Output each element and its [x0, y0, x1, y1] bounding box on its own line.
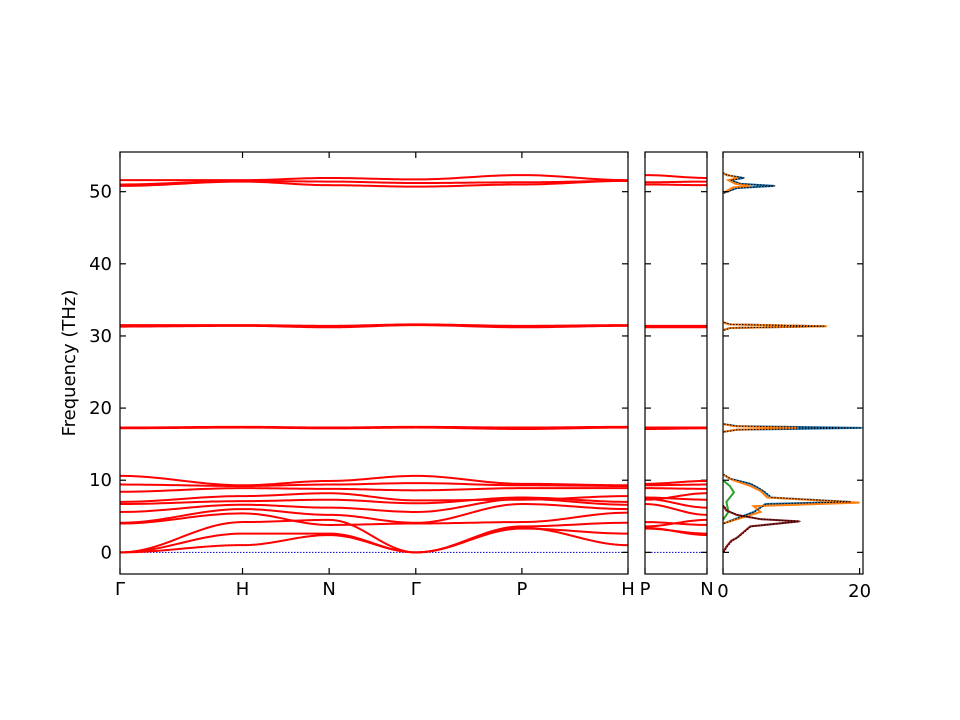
phonon-band: [119, 487, 628, 493]
phonon-band: [119, 496, 629, 506]
phonon-band: [644, 180, 707, 184]
x-tick-label: P: [516, 579, 527, 600]
x-tick-label: 20: [848, 581, 871, 602]
phonon-band: [644, 521, 708, 526]
axes-frame: [119, 151, 629, 575]
phonon-band: [644, 527, 708, 535]
x-tick-label: Γ: [115, 579, 125, 600]
phonon-band: [644, 479, 708, 485]
partial-dos-curve: [722, 504, 800, 553]
phonon-band: [119, 503, 629, 524]
phonon-band: [119, 482, 628, 487]
x-tick-label: H: [236, 579, 250, 600]
axes-frame: [722, 151, 864, 575]
phonon-band: [119, 474, 628, 487]
phonon-band: [120, 174, 629, 182]
phonon-band: [644, 174, 708, 179]
phonon-band: [645, 496, 708, 501]
phonon-band: [119, 527, 629, 554]
phonon-band: [645, 483, 707, 487]
x-tick-label: N: [322, 579, 335, 600]
phonon-band: [645, 183, 707, 187]
y-tick-label: 0: [101, 542, 112, 563]
phonon-band: [644, 492, 708, 501]
y-tick-label: 50: [89, 182, 112, 203]
x-tick-label: 0: [717, 581, 728, 602]
partial-dos-curve: [722, 422, 799, 433]
phonon-band: [120, 425, 628, 429]
phonon-band: [119, 492, 629, 503]
x-tick-label: P: [640, 579, 651, 600]
phonon-band: [120, 323, 628, 327]
phonon-band: [645, 487, 707, 490]
phonon-band: [119, 511, 629, 526]
x-tick-label: Γ: [411, 579, 421, 600]
y-tick-label: 40: [89, 254, 112, 275]
x-tick-label: N: [700, 579, 713, 600]
total-dos-curve: [723, 474, 852, 524]
partial-dos-curve: [722, 172, 751, 194]
x-tick-label: H: [621, 579, 635, 600]
y-tick-label: 20: [89, 398, 112, 419]
partial-dos-curve: [722, 479, 736, 521]
phonon-band: [644, 503, 708, 516]
phonon-band: [119, 518, 629, 554]
y-axis-label: Frequency (THz): [59, 290, 80, 437]
band-structure-panel: Frequency (THz) Γ H N Γ P H 0 10 20 30 40 50: [59, 151, 635, 600]
axes-frame: [644, 151, 708, 575]
dos-panel: 0 20: [717, 151, 871, 602]
y-tick-label: 10: [89, 470, 112, 491]
y-tick-label: 30: [89, 326, 112, 347]
total-dos-curve: [723, 321, 826, 331]
